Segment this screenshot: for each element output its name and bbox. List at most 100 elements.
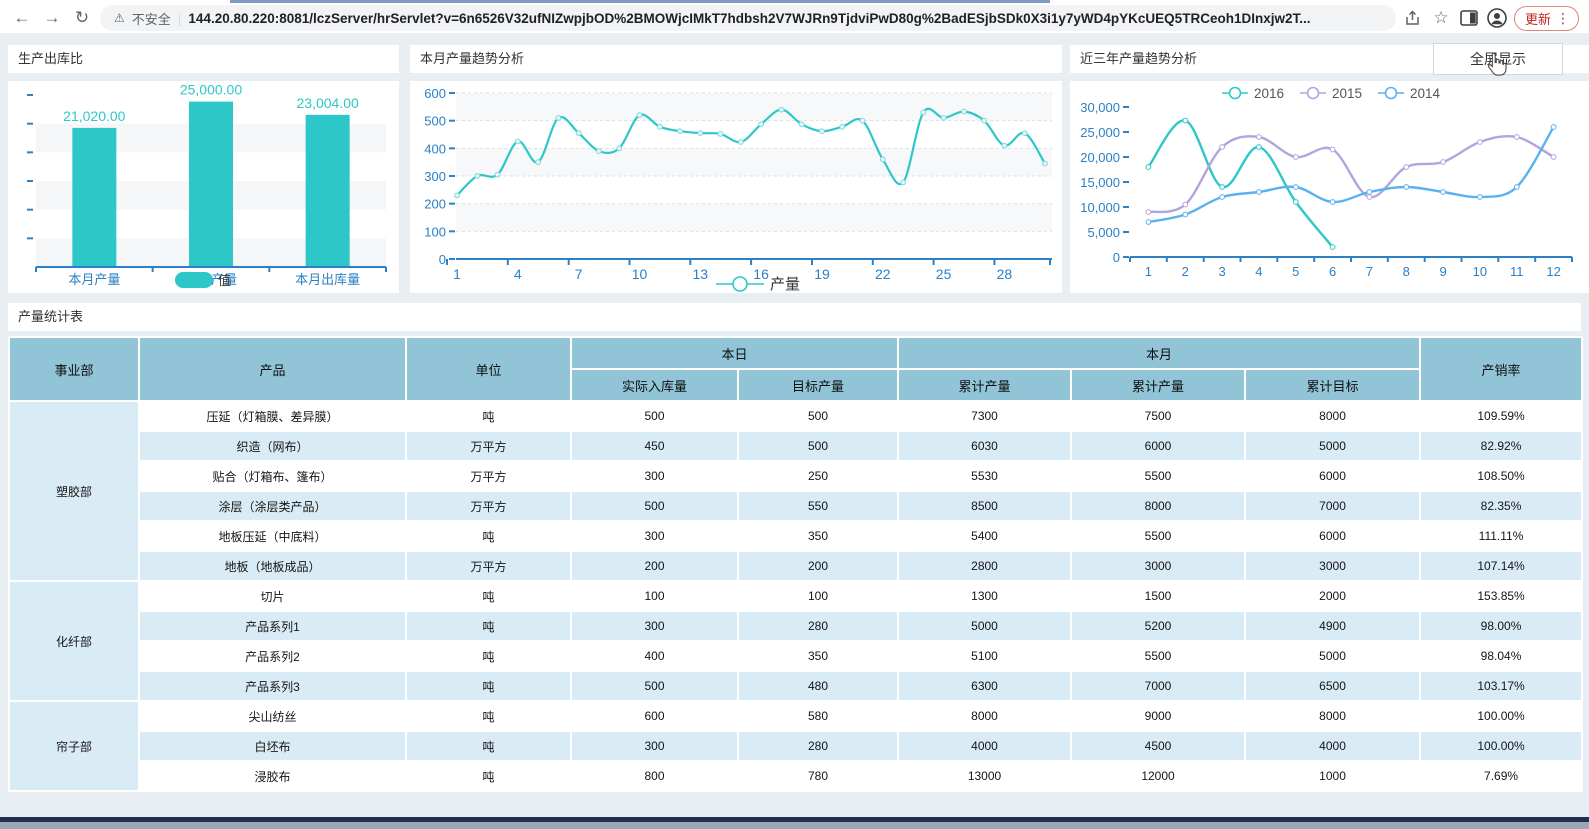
table-cell: 107.14% xyxy=(1420,551,1582,581)
col-header-actual-inbound: 实际入库量 xyxy=(571,369,738,401)
table-cell: 500 xyxy=(738,431,898,461)
svg-text:1: 1 xyxy=(1145,264,1152,279)
table-cell: 350 xyxy=(738,641,898,671)
svg-text:2016: 2016 xyxy=(1254,86,1284,101)
svg-text:2: 2 xyxy=(1182,264,1189,279)
col-header-cum-output-1: 累计产量 xyxy=(898,369,1071,401)
table-cell: 1500 xyxy=(1071,581,1245,611)
table-cell: 100 xyxy=(738,581,898,611)
fullscreen-button[interactable]: 全屏显示 xyxy=(1433,43,1563,75)
table-cell: 13000 xyxy=(898,761,1071,791)
profile-avatar-icon[interactable] xyxy=(1486,7,1508,29)
table-cell: 5530 xyxy=(898,461,1071,491)
table-cell: 3000 xyxy=(1071,551,1245,581)
table-cell: 450 xyxy=(571,431,738,461)
svg-text:200: 200 xyxy=(424,197,446,212)
table-cell: 3000 xyxy=(1245,551,1420,581)
svg-text:本月产量: 本月产量 xyxy=(68,272,120,287)
table-cell: 500 xyxy=(571,671,738,701)
svg-text:100: 100 xyxy=(424,224,446,239)
table-cell: 5500 xyxy=(1071,461,1245,491)
divider: | xyxy=(178,10,182,26)
table-row: 产品系列3吨500480630070006500103.17% xyxy=(9,671,1582,701)
table-cell: 600 xyxy=(571,701,738,731)
table-cell: 500 xyxy=(571,491,738,521)
svg-text:500: 500 xyxy=(424,114,446,129)
table-cell: 6500 xyxy=(1245,671,1420,701)
table-cell: 1300 xyxy=(898,581,1071,611)
table-cell: 5000 xyxy=(898,611,1071,641)
side-panel-icon[interactable] xyxy=(1458,7,1480,29)
table-cell: 切片 xyxy=(139,581,406,611)
table-cell: 7000 xyxy=(1245,491,1420,521)
table-cell: 103.17% xyxy=(1420,671,1582,701)
table-row: 产品系列2吨40035051005500500098.04% xyxy=(9,641,1582,671)
chrome-update-button[interactable]: 更新 ⋮ xyxy=(1514,6,1579,31)
table-cell: 780 xyxy=(738,761,898,791)
svg-text:25,000.00: 25,000.00 xyxy=(180,82,242,98)
refresh-icon[interactable]: ↻ xyxy=(70,6,94,30)
dept-cell: 塑胶部 xyxy=(9,401,139,581)
table-row: 产品系列1吨30028050005200490098.00% xyxy=(9,611,1582,641)
table-cell: 300 xyxy=(571,461,738,491)
table-cell: 2800 xyxy=(898,551,1071,581)
svg-text:21,020.00: 21,020.00 xyxy=(63,108,125,124)
svg-text:30,000: 30,000 xyxy=(1080,100,1120,115)
year-trend-panel-title: 近三年产量趋势分析 全屏显示 xyxy=(1070,45,1589,73)
update-label: 更新 xyxy=(1525,9,1551,28)
table-cell: 8000 xyxy=(898,701,1071,731)
table-cell: 580 xyxy=(738,701,898,731)
svg-text:600: 600 xyxy=(424,86,446,101)
table-cell: 5100 xyxy=(898,641,1071,671)
table-cell: 200 xyxy=(571,551,738,581)
table-cell: 98.04% xyxy=(1420,641,1582,671)
security-label[interactable]: 不安全 xyxy=(132,9,171,28)
table-cell: 300 xyxy=(571,521,738,551)
share-icon[interactable] xyxy=(1402,7,1424,29)
bar-chart-svg: 21,020.0025,000.0023,004.00本月产量目标产量本月出库量… xyxy=(8,81,399,293)
table-cell: 尖山纺丝 xyxy=(139,701,406,731)
svg-text:2014: 2014 xyxy=(1410,86,1441,101)
table-cell: 4000 xyxy=(898,731,1071,761)
bookmark-star-icon[interactable]: ☆ xyxy=(1430,7,1452,29)
taskbar-lower-strip xyxy=(0,822,1589,829)
address-bar[interactable]: ⚠ 不安全 | 144.20.80.220:8081/lczServer/hrS… xyxy=(100,5,1396,31)
dashboard-page: 生产出库比 本月产量趋势分析 近三年产量趋势分析 全屏显示 21,020.002… xyxy=(0,33,1589,829)
table-cell: 6300 xyxy=(898,671,1071,701)
url-text[interactable]: 144.20.80.220:8081/lczServer/hrServlet?v… xyxy=(188,11,1310,26)
svg-text:400: 400 xyxy=(424,141,446,156)
table-row: 帘子部尖山纺丝吨600580800090008000100.00% xyxy=(9,701,1582,731)
menu-kebab-icon[interactable]: ⋮ xyxy=(1556,10,1570,27)
table-cell: 7500 xyxy=(1071,401,1245,431)
svg-text:9: 9 xyxy=(1439,264,1446,279)
svg-text:产量: 产量 xyxy=(770,276,800,293)
table-cell: 贴合（灯箱布、篷布） xyxy=(139,461,406,491)
table-row: 地板（地板成品）万平方200200280030003000107.14% xyxy=(9,551,1582,581)
table-cell: 压延（灯箱膜、差异膜） xyxy=(139,401,406,431)
table-row: 贴合（灯箱布、篷布）万平方300250553055006000108.50% xyxy=(9,461,1582,491)
table-cell: 2000 xyxy=(1245,581,1420,611)
table-cell: 6000 xyxy=(1071,431,1245,461)
table-cell: 产品系列3 xyxy=(139,671,406,701)
table-cell: 4500 xyxy=(1071,731,1245,761)
forward-icon[interactable]: → xyxy=(40,6,64,30)
bar-panel-title: 生产出库比 xyxy=(8,45,399,73)
table-cell: 4000 xyxy=(1245,731,1420,761)
table-cell: 82.92% xyxy=(1420,431,1582,461)
table-cell: 7300 xyxy=(898,401,1071,431)
table-cell: 8000 xyxy=(1245,701,1420,731)
table-cell: 280 xyxy=(738,611,898,641)
table-cell: 产品系列1 xyxy=(139,611,406,641)
table-cell: 280 xyxy=(738,731,898,761)
table-cell: 400 xyxy=(571,641,738,671)
table-cell: 100 xyxy=(571,581,738,611)
table-cell: 5500 xyxy=(1071,641,1245,671)
svg-text:2015: 2015 xyxy=(1332,86,1362,101)
month-production-trend-line-chart: 010020030040050060014710131619222528产量 xyxy=(410,81,1062,293)
table-cell: 98.00% xyxy=(1420,611,1582,641)
table-cell: 7000 xyxy=(1071,671,1245,701)
svg-text:11: 11 xyxy=(1510,264,1524,279)
back-icon[interactable]: ← xyxy=(10,6,34,30)
col-header-rate: 产销率 xyxy=(1420,337,1582,401)
table-cell: 地板压延（中底料） xyxy=(139,521,406,551)
